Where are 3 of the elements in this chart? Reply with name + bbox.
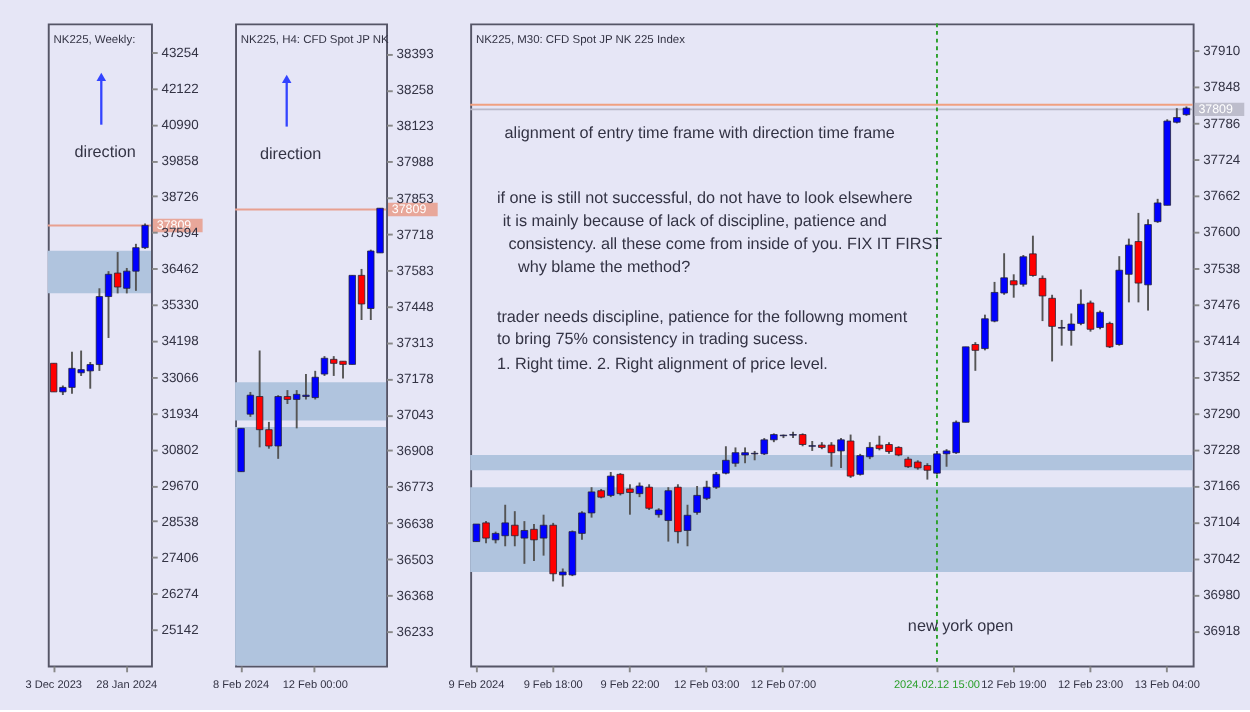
candlestick [1048, 293, 1056, 363]
candlestick [1038, 274, 1047, 323]
candlestick [237, 427, 245, 473]
